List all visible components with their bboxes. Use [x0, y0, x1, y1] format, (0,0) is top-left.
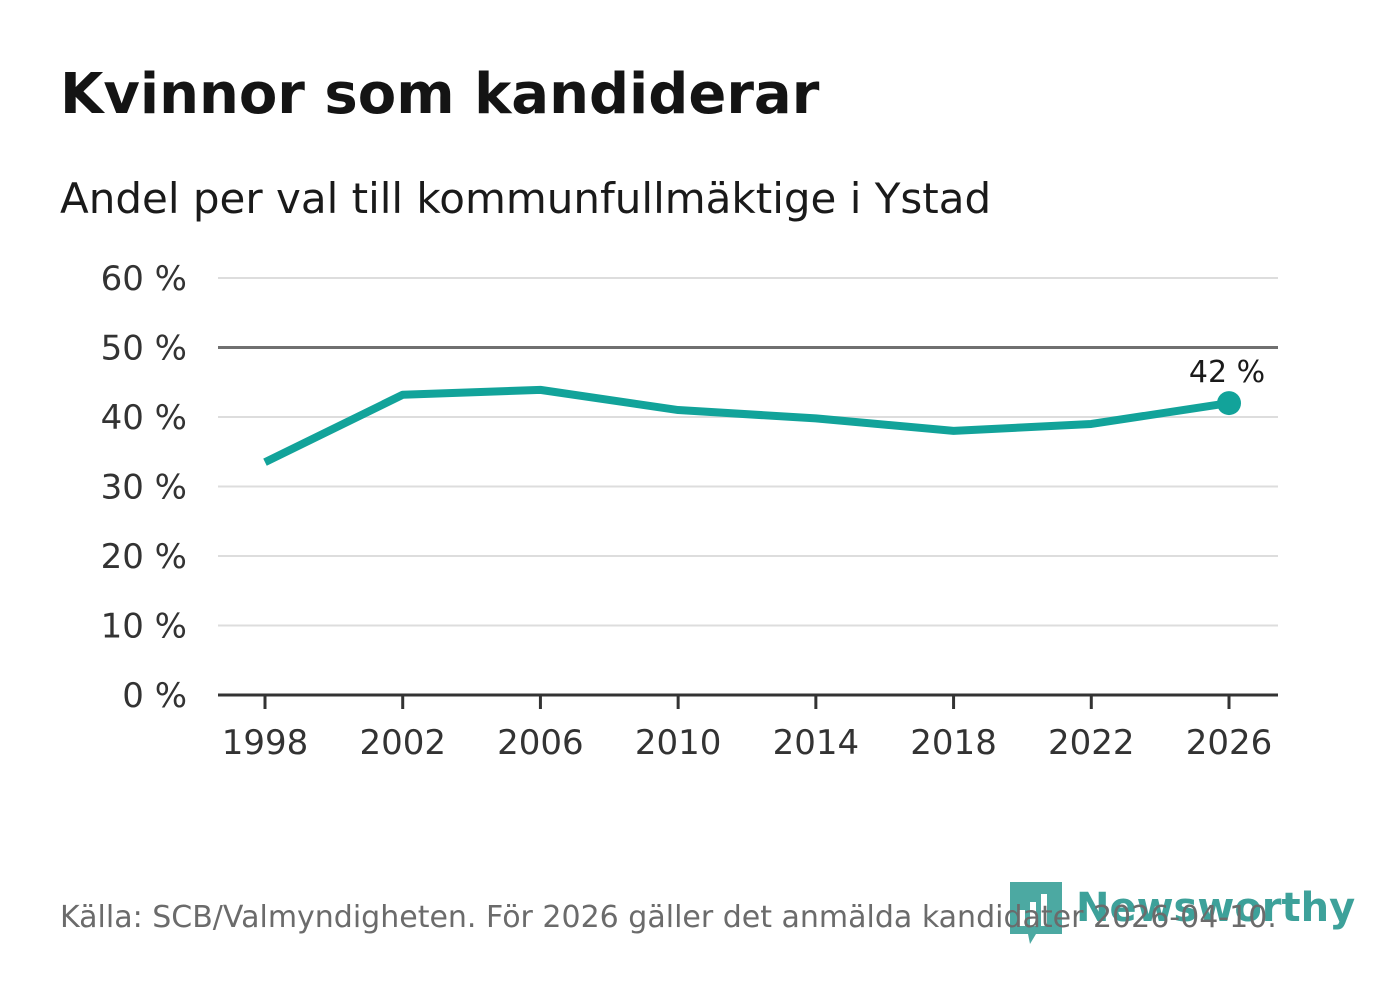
x-tick-label: 2026	[1186, 723, 1273, 763]
y-tick-label: 50 %	[101, 329, 187, 369]
series-line	[263, 385, 1230, 466]
chart-title: Kvinnor som kandiderar	[60, 62, 820, 127]
end-value-label: 42 %	[1189, 355, 1265, 390]
x-axis-ticks: 1998 2002 2006 2010 2014 2018 2022 2026	[222, 695, 1273, 763]
y-tick-label: 30 %	[101, 468, 187, 508]
x-tick-label: 2022	[1048, 723, 1135, 763]
y-tick-label: 20 %	[101, 537, 187, 577]
data-labels: 42 %	[1189, 355, 1265, 416]
chart-subtitle: Andel per val till kommunfullmäktige i Y…	[60, 174, 992, 223]
y-tick-label: 60 %	[101, 259, 187, 299]
x-tick-label: 1998	[222, 723, 309, 763]
x-tick-label: 2018	[910, 723, 997, 763]
source-note: Källa: SCB/Valmyndigheten. För 2026 gäll…	[60, 900, 1277, 935]
y-axis-ticks: 0 % 10 % 20 % 30 % 40 % 50 % 60 %	[101, 259, 187, 716]
end-point-marker	[1217, 391, 1241, 416]
newsworthy-logo: Newsworthy	[1010, 876, 1356, 944]
x-tick-label: 2014	[773, 723, 860, 763]
y-tick-label: 0 %	[122, 676, 187, 716]
series-layer	[263, 385, 1230, 466]
bar-chart-icon	[1010, 882, 1062, 944]
grid-lines	[218, 277, 1278, 697]
x-tick-label: 2010	[635, 723, 722, 763]
x-tick-label: 2002	[359, 723, 446, 763]
y-tick-label: 40 %	[101, 398, 187, 438]
x-tick-label: 2006	[497, 723, 584, 763]
brand-name: Newsworthy	[1076, 885, 1356, 931]
y-tick-label: 10 %	[101, 607, 187, 647]
